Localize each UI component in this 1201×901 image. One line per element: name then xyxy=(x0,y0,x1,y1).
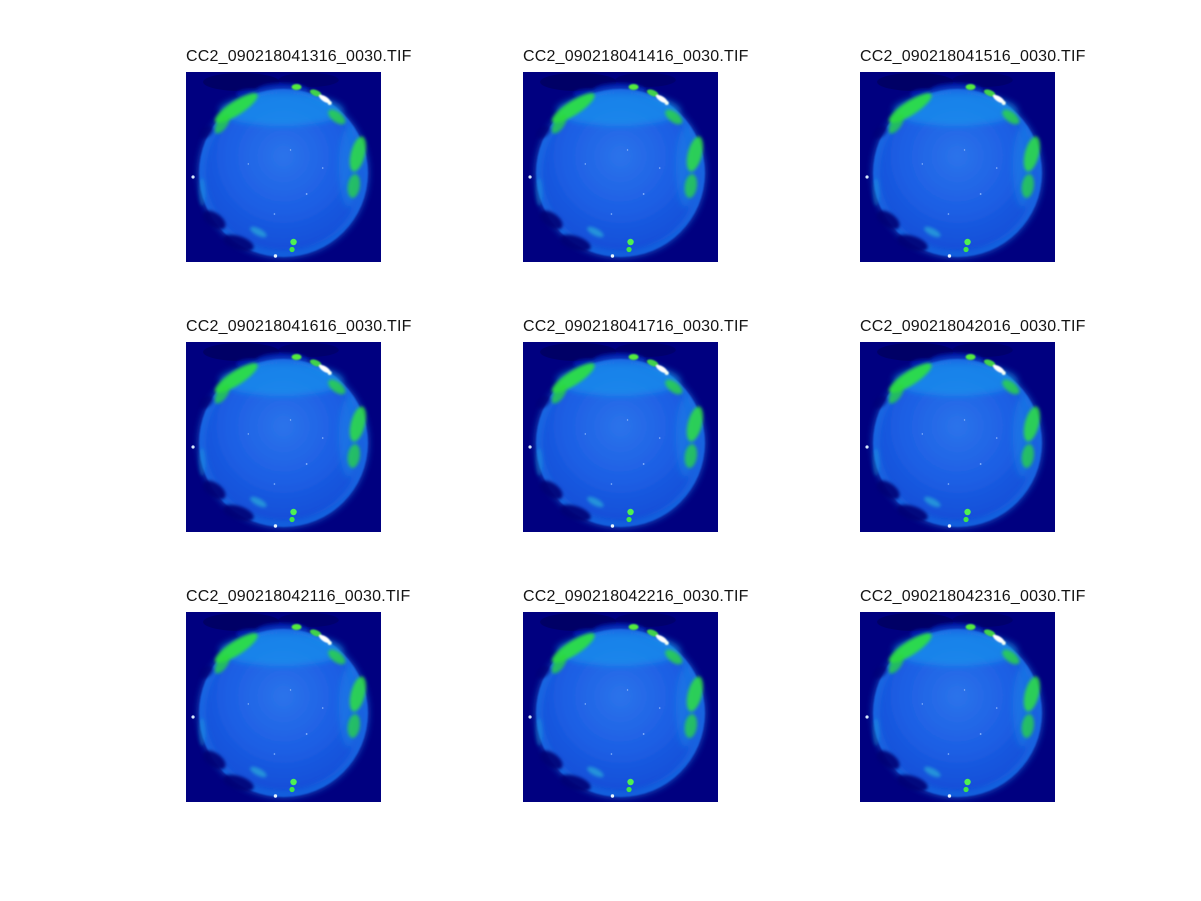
subplot-5: CC2_090218041716_0030.TIF xyxy=(523,318,748,532)
allsky-camera-image xyxy=(860,612,1055,802)
subplot-9: CC2_090218042316_0030.TIF xyxy=(860,588,1085,802)
allsky-camera-image xyxy=(186,72,381,262)
allsky-camera-image xyxy=(523,342,718,532)
subplot-title: CC2_090218042016_0030.TIF xyxy=(860,318,1086,335)
subplot-title: CC2_090218041416_0030.TIF xyxy=(523,48,749,65)
subplot-title: CC2_090218041716_0030.TIF xyxy=(523,318,749,335)
subplot-title: CC2_090218041516_0030.TIF xyxy=(860,48,1086,65)
subplot-4: CC2_090218041616_0030.TIF xyxy=(186,318,411,532)
subplot-title: CC2_090218042116_0030.TIF xyxy=(186,588,411,605)
subplot-title: CC2_090218042216_0030.TIF xyxy=(523,588,749,605)
allsky-camera-image xyxy=(523,612,718,802)
subplot-8: CC2_090218042216_0030.TIF xyxy=(523,588,748,802)
subplot-7: CC2_090218042116_0030.TIF xyxy=(186,588,410,802)
subplot-title: CC2_090218042316_0030.TIF xyxy=(860,588,1086,605)
subplot-title: CC2_090218041616_0030.TIF xyxy=(186,318,412,335)
allsky-camera-image xyxy=(186,342,381,532)
allsky-camera-image xyxy=(523,72,718,262)
subplot-6: CC2_090218042016_0030.TIF xyxy=(860,318,1085,532)
subplot-2: CC2_090218041416_0030.TIF xyxy=(523,48,748,262)
allsky-camera-image xyxy=(860,342,1055,532)
subplot-3: CC2_090218041516_0030.TIF xyxy=(860,48,1085,262)
allsky-camera-image xyxy=(860,72,1055,262)
allsky-camera-image xyxy=(186,612,381,802)
subplot-title: CC2_090218041316_0030.TIF xyxy=(186,48,412,65)
subplot-1: CC2_090218041316_0030.TIF xyxy=(186,48,411,262)
